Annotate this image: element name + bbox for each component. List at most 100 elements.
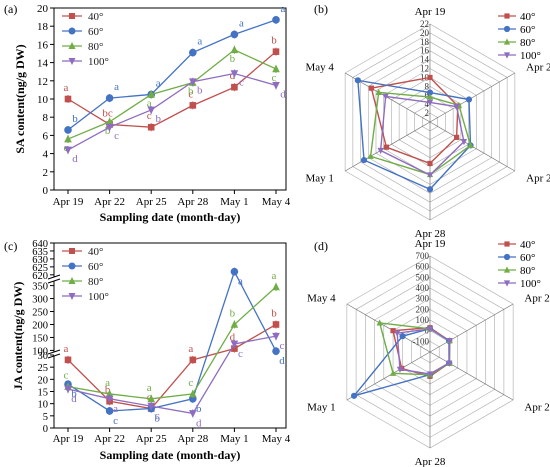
panel-b-legend: 40°60°80°100°	[498, 11, 541, 62]
panel-a-point	[64, 126, 72, 134]
panel-b-point	[375, 88, 382, 95]
panel-c-break-mark	[47, 353, 61, 359]
panel-a-ytick-label: 20	[37, 3, 49, 15]
panel-d-point	[389, 369, 397, 376]
panel-a-letter: a	[147, 97, 152, 109]
panel-c-letter: a	[188, 343, 193, 355]
panel-a-letter: b	[188, 86, 194, 98]
panel-c-point	[105, 407, 114, 415]
panel-c-frame	[53, 242, 287, 429]
panel-d-legend-label: 100°	[520, 278, 541, 290]
panel-c-ytick-label: 100	[32, 346, 48, 357]
panel-b-point	[426, 172, 434, 179]
panel-c-point	[231, 345, 238, 352]
panel-d-rtick: 600	[416, 262, 430, 272]
panel-d-point	[399, 333, 406, 340]
panel-a-point	[147, 106, 155, 115]
panel-c-ytick-label: 640	[32, 239, 48, 250]
panel-a-letter: a	[114, 81, 119, 93]
panel-c-point	[272, 282, 280, 291]
panel-a-point	[272, 16, 280, 24]
panel-a-letter: b	[105, 125, 111, 137]
panel-b-legend-marker	[503, 38, 511, 45]
panel-a-point	[231, 83, 238, 91]
panel-c-label: (c)	[4, 239, 17, 253]
panel-c-ytick-label: 10	[38, 400, 49, 411]
panel-c-legend-marker	[68, 293, 76, 300]
panel-b-label: (b)	[314, 2, 328, 16]
panel-d-rtick: 500	[416, 272, 430, 282]
panel-a-point	[230, 30, 239, 39]
panel-a-point	[105, 123, 114, 132]
panel-a-letter: d	[280, 88, 286, 100]
panel-b-rtick: 22	[420, 19, 429, 29]
panel-a-legend-label: 60°	[88, 26, 103, 38]
panel-c-series-line	[67, 286, 277, 400]
panel-d-axis-label: Apr 19	[415, 238, 446, 250]
panel-a-point	[189, 78, 197, 87]
panel-b-rtick: 14	[420, 55, 430, 65]
panel-c-ytick-label: 15	[38, 388, 49, 399]
panel-b-axis-label: Apr 19	[415, 6, 446, 18]
panel-a: (a) 0 2 4 6 8 10 12 14 16 18 20 Apr 19 Apr 22 Apr 25 Ap…	[4, 2, 291, 224]
panel-c-legend-marker	[68, 262, 76, 270]
panel-a-point	[272, 82, 280, 90]
panel-b-point	[426, 99, 434, 106]
panel-c-legend-label: 60°	[88, 261, 103, 273]
panel-a-point	[272, 64, 280, 73]
panel-a-ytick-label: 2	[43, 167, 49, 179]
panel-d-legend-marker	[503, 253, 511, 261]
panel-d-label: (d)	[314, 239, 328, 253]
panel-d-axis-label: May 1	[307, 402, 335, 414]
panel-a-xtick-label: May 4	[262, 196, 291, 208]
panel-c-xtick-label: Apr 28	[177, 433, 208, 445]
panel-c-ytick-label: 25	[38, 363, 49, 374]
panel-a-letter: a	[197, 36, 202, 48]
panel-a-legend-marker	[69, 13, 75, 19]
panel-b-point	[377, 147, 384, 155]
panel-a-ytick-label: 0	[43, 185, 49, 197]
panel-d-rtick: 0	[425, 326, 430, 336]
panel-c-letter: a	[272, 270, 277, 282]
panel-d-spoke	[429, 351, 514, 401]
panel-c-xtick-label: May 1	[220, 433, 248, 445]
panel-b-rtick: 16	[420, 46, 430, 56]
panel-c-break-mark	[47, 274, 61, 280]
panel-b-legend-marker	[503, 25, 511, 33]
panel-c-point	[272, 347, 280, 355]
panel-a-point	[230, 45, 239, 54]
panel-c-point	[147, 394, 155, 403]
panel-c-ytick-label: 0	[43, 424, 48, 435]
panel-c-letter: a	[64, 343, 69, 355]
panel-c-series-line	[67, 269, 277, 412]
panel-a-point	[64, 146, 72, 155]
panel-c-letter: a	[147, 382, 152, 394]
panel-b-point	[427, 74, 433, 81]
panel-a-legend-label: 100°	[88, 56, 109, 68]
panel-b-axis-label: May 1	[305, 173, 333, 185]
panel-d-point	[446, 338, 453, 345]
panel-c-letter: c	[147, 392, 152, 404]
panel-a-ytick-label: 18	[37, 21, 49, 33]
panel-b-point	[426, 186, 434, 193]
panel-a-letter: bc	[102, 107, 113, 119]
panel-c-xtick-label: Apr 22	[94, 433, 125, 445]
panel-c-letter: b	[154, 413, 160, 425]
panel-b-legend-label: 80°	[520, 37, 535, 49]
panel-b-axis-label: May 4	[305, 62, 334, 74]
panel-d-point	[396, 366, 404, 373]
panel-d-rtick: 400	[416, 283, 430, 293]
panel-c-letter: b	[230, 307, 236, 319]
panel-d-legend: 40°60°80°100°	[498, 239, 541, 290]
panel-d-legend-label: 80°	[520, 265, 535, 277]
panel-c-xlabel: Sampling date (month-day)	[100, 448, 241, 462]
panel-a-point	[189, 102, 197, 109]
panel-c-legend-label: 40°	[88, 246, 103, 258]
panel-b-rtick: 10	[420, 72, 430, 82]
panel-c-letter: d	[196, 417, 202, 429]
panel-a-ytick-label: 6	[43, 130, 49, 142]
panel-a-legend-label: 80°	[88, 41, 103, 53]
panel-a-xtick-label: Apr 19	[53, 196, 84, 208]
